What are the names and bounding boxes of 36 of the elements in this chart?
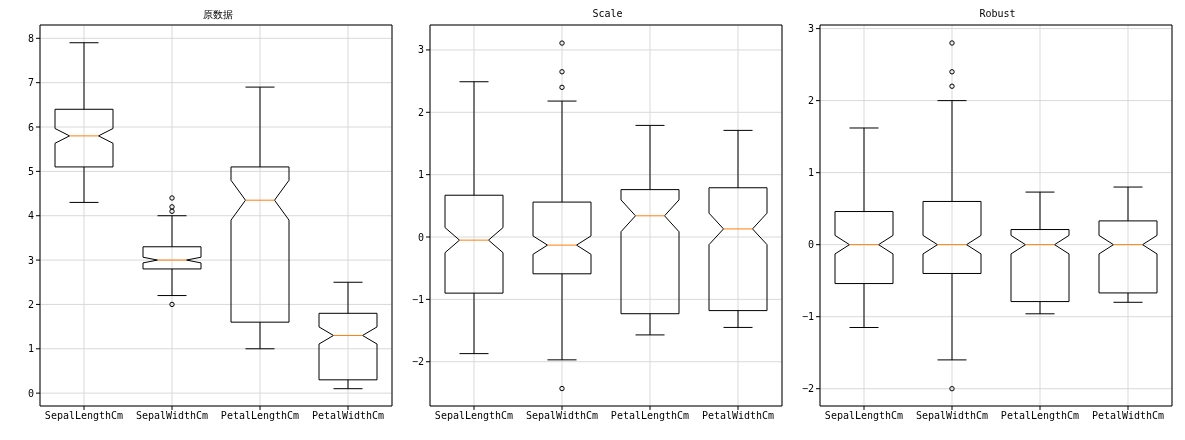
y-tick-label: 5 (27, 165, 34, 177)
y-tick-label: 1 (27, 343, 34, 355)
y-tick-label: 0 (27, 387, 34, 399)
y-tick-label: −1 (801, 311, 814, 323)
y-tick-label: 2 (807, 95, 814, 107)
x-tick-label: SepalLengthCm (44, 410, 124, 422)
x-tick-label: PetalLengthCm (220, 410, 300, 422)
y-tick-label: 2 (417, 106, 424, 118)
y-tick-label: 0 (807, 239, 814, 251)
x-tick-label: SepalWidthCm (525, 410, 599, 422)
x-tick-label: PetalLengthCm (610, 410, 690, 422)
y-tick-label: 1 (417, 169, 424, 181)
chart-title: 原数据 (201, 8, 234, 22)
x-tick-label: PetalLengthCm (1000, 410, 1080, 422)
y-tick-label: 3 (417, 44, 424, 56)
x-tick-label: PetalWidthCm (1091, 410, 1165, 422)
x-tick-label: SepalWidthCm (915, 410, 989, 422)
chart-title: Scale (591, 8, 624, 21)
y-tick-label: −2 (801, 383, 814, 395)
x-tick-label: PetalWidthCm (701, 410, 775, 422)
y-tick-label: −2 (411, 356, 424, 368)
x-tick-label: SepalWidthCm (135, 410, 209, 422)
y-tick-label: 1 (807, 167, 814, 179)
y-tick-label: 6 (27, 121, 34, 133)
y-tick-label: 7 (27, 77, 34, 89)
y-tick-label: 8 (27, 32, 34, 44)
x-tick-label: SepalLengthCm (824, 410, 904, 422)
y-tick-label: 4 (27, 210, 34, 222)
y-tick-label: 3 (27, 254, 34, 266)
chart-title: Robust (978, 8, 1017, 21)
y-tick-label: 2 (27, 298, 34, 310)
x-tick-label: PetalWidthCm (311, 410, 385, 422)
y-tick-label: −1 (411, 293, 424, 305)
x-tick-label: SepalLengthCm (434, 410, 514, 422)
y-tick-label: 3 (807, 23, 814, 35)
y-tick-label: 0 (417, 231, 424, 243)
